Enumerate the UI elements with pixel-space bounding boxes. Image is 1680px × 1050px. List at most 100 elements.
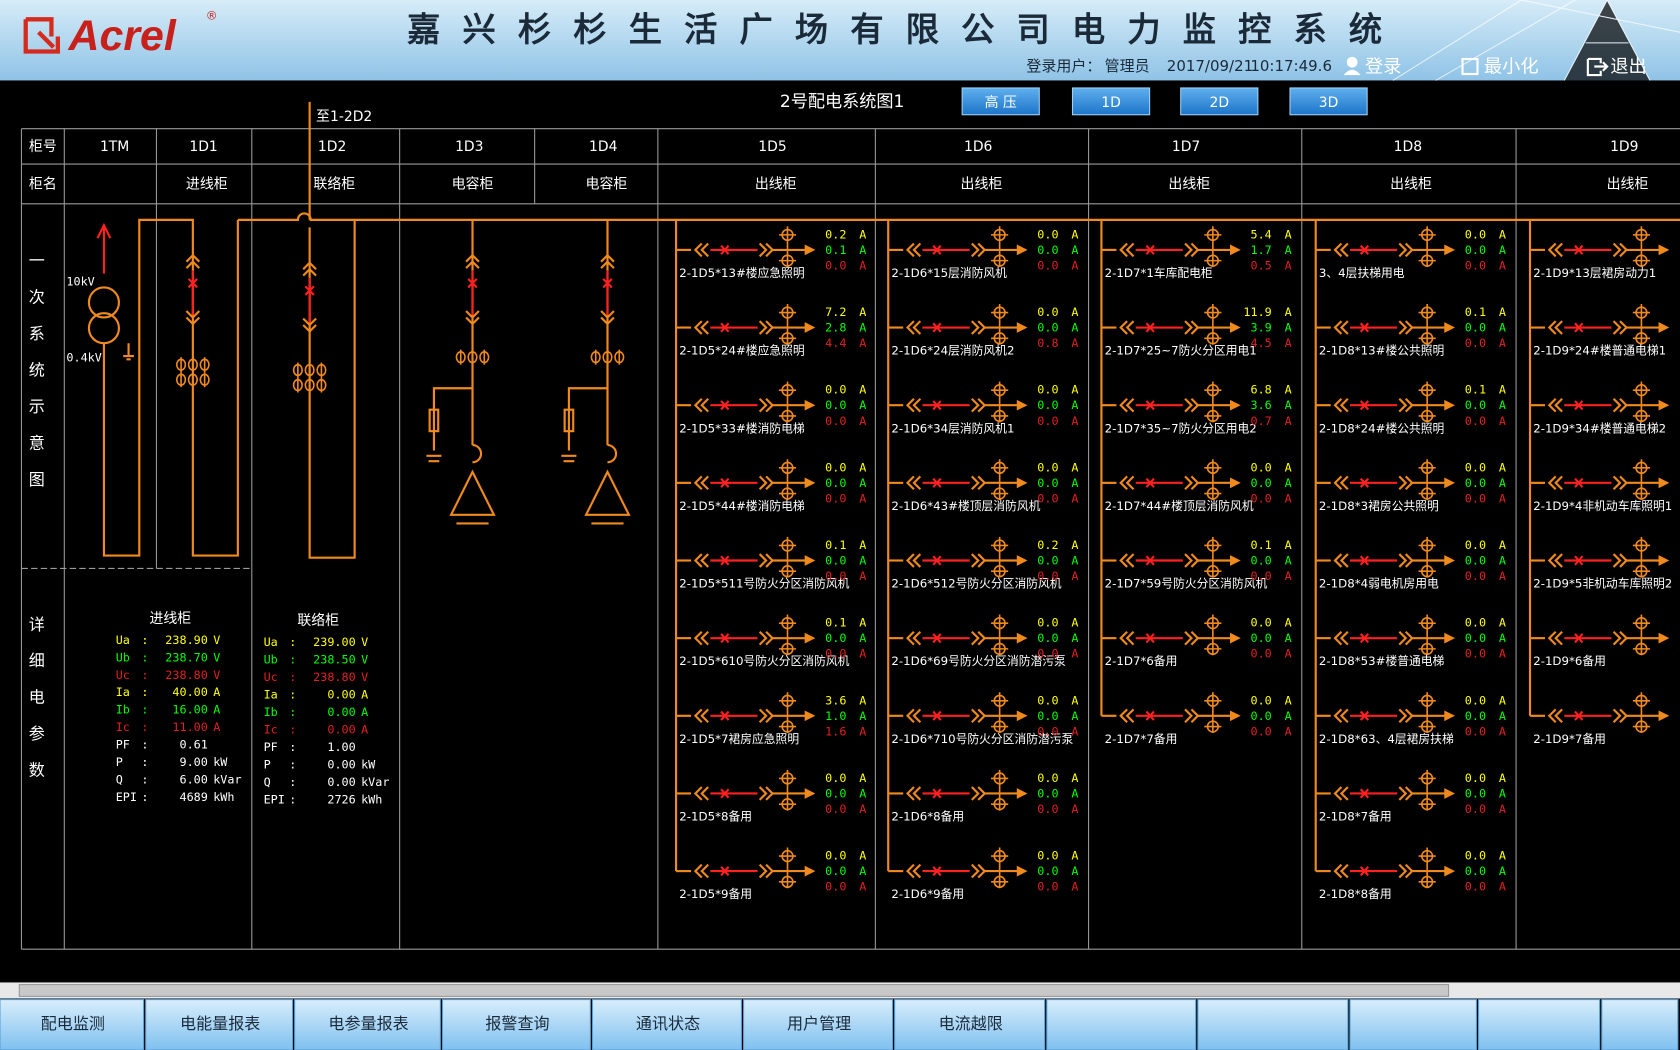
feeder-arrow <box>804 788 816 799</box>
nav-tab[interactable] <box>591 999 742 1050</box>
nav-tab-text[interactable]: 报警查询 <box>485 1014 549 1033</box>
chevron <box>600 310 615 319</box>
chevron <box>1339 475 1349 491</box>
nav-tab[interactable] <box>743 999 894 1050</box>
current-value: 0.1 <box>1251 538 1272 552</box>
chevron <box>700 786 709 801</box>
current-value: 0.0 <box>1037 786 1058 800</box>
view-button-text[interactable]: 1D <box>1101 95 1121 111</box>
feeder-arrow <box>1444 555 1455 566</box>
current-value: 0.0 <box>1037 880 1058 894</box>
current-value: 0.1 <box>825 616 846 630</box>
view-button-text[interactable]: 2D <box>1210 95 1230 111</box>
view-button[interactable] <box>1180 87 1259 116</box>
exit-text[interactable]: 退出 <box>1610 57 1646 78</box>
chevron <box>1612 398 1622 413</box>
current-value: 0.0 <box>1465 802 1486 816</box>
current-unit: A <box>1499 647 1506 661</box>
breaker-x <box>932 477 942 488</box>
current-unit: A <box>1499 724 1506 738</box>
current-value: 3.6 <box>825 693 846 707</box>
param-sep: : <box>289 740 296 754</box>
current-value: 0.0 <box>1037 476 1058 490</box>
nav-tab[interactable] <box>145 999 294 1050</box>
feeder-arrow <box>1230 322 1241 333</box>
feeder-label: 2-1D7*6备用 <box>1105 654 1178 668</box>
minimize-button[interactable]: 最小化 <box>1461 57 1539 78</box>
current-unit: A <box>1499 491 1506 505</box>
cabinet-id: 1D2 <box>318 139 346 155</box>
nav-tab-text[interactable]: 配电监测 <box>41 1014 105 1033</box>
current-unit: A <box>1285 693 1292 707</box>
chevron <box>185 260 201 269</box>
exit-button[interactable]: 退出 <box>1586 57 1647 78</box>
current-value: 0.0 <box>1037 321 1058 335</box>
nav-tab[interactable] <box>294 999 441 1050</box>
current-value: 0.0 <box>1465 786 1486 800</box>
nav-tab-text[interactable]: 用户管理 <box>787 1014 851 1033</box>
chevron <box>912 398 922 413</box>
nav-tab-text[interactable]: 电参量报表 <box>328 1014 408 1033</box>
current-value: 0.0 <box>1465 849 1486 863</box>
breaker-x <box>720 788 730 799</box>
view-button[interactable] <box>1289 87 1368 116</box>
nav-tab-text[interactable]: 电流越限 <box>939 1014 1003 1033</box>
logo-mark: ® <box>206 9 218 23</box>
chevron <box>185 310 201 319</box>
current-unit: A <box>1499 321 1506 335</box>
chevron <box>912 863 922 879</box>
feeder-label: 2-1D6*43#楼顶层消防风机 <box>891 499 1040 513</box>
nav-tab-text[interactable]: 通讯状态 <box>636 1014 700 1033</box>
chevron <box>1554 708 1563 723</box>
nav-tab[interactable] <box>441 999 591 1050</box>
feeder-arrow <box>1658 322 1670 333</box>
current-value: 0.0 <box>1465 243 1486 257</box>
feeder-arrow <box>804 632 816 644</box>
current-unit: A <box>859 693 866 707</box>
view-button-text[interactable]: 3D <box>1319 95 1339 111</box>
login-text[interactable]: 登录 <box>1365 57 1401 78</box>
view-button[interactable] <box>1071 87 1151 116</box>
feeder-label: 2-1D9*13层裙房动力1 <box>1533 266 1656 280</box>
breaker-x <box>1145 400 1155 411</box>
param-sep: : <box>141 685 148 699</box>
param-label: Q <box>116 773 123 787</box>
chevron <box>1125 708 1135 723</box>
nav-tab-text[interactable]: 电能量报表 <box>180 1014 260 1033</box>
login-button[interactable]: 登录 <box>1343 57 1402 78</box>
current-unit: A <box>859 398 866 412</box>
feeder-arrow <box>1444 865 1455 877</box>
current-unit: A <box>1499 538 1506 552</box>
current-value: 0.0 <box>1465 258 1486 272</box>
minimize-text[interactable]: 最小化 <box>1484 57 1539 78</box>
chevron <box>905 553 915 568</box>
view-button-text[interactable]: 高 压 <box>985 94 1017 111</box>
param-sep: : <box>289 652 296 666</box>
scroll-thumb[interactable] <box>18 984 1450 997</box>
breaker-x <box>1574 400 1584 411</box>
breaker-x <box>1359 633 1370 644</box>
current-value: 0.0 <box>1037 616 1058 630</box>
param-value: 0.00 <box>327 775 355 789</box>
cabinet-name: 出线柜 <box>755 176 797 192</box>
chevron <box>1333 242 1343 258</box>
nav-tab[interactable] <box>0 999 145 1050</box>
current-value: 3.6 <box>1251 398 1272 412</box>
param-label: Q <box>264 775 271 789</box>
chevron <box>1339 320 1349 335</box>
view-button[interactable] <box>961 87 1040 116</box>
nav-tab[interactable] <box>894 999 1046 1050</box>
breaker-x <box>932 244 942 255</box>
breaker-x <box>720 866 730 877</box>
breaker-x <box>720 477 730 488</box>
current-value: 0.0 <box>825 880 846 894</box>
current-unit: A <box>859 709 866 723</box>
current-value: 0.0 <box>1251 569 1272 583</box>
current-unit: A <box>1071 786 1078 800</box>
param-label: Uc <box>264 670 278 684</box>
chevron <box>1184 398 1193 413</box>
current-value: 0.0 <box>1465 336 1486 350</box>
chevron <box>1547 475 1557 491</box>
chevron <box>693 475 703 491</box>
voltage-label: 0.4kV <box>66 351 101 365</box>
